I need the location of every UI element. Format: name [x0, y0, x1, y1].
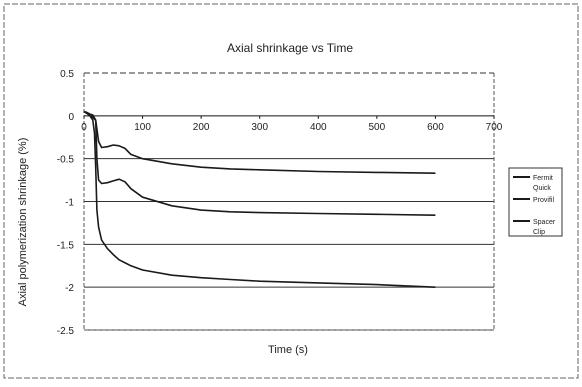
y-tick-label: -1.5 [57, 240, 75, 251]
series-lines [83, 110, 436, 288]
series-line-3 [83, 110, 436, 288]
series-line-2 [83, 110, 436, 216]
x-tick-label: 400 [310, 122, 327, 133]
legend-label: Provifil [533, 197, 554, 204]
y-tick-label: 0 [68, 112, 74, 123]
legend: Fermit Quick Provifil Spacer Clip [508, 167, 563, 237]
y-tick-label: -1 [65, 198, 74, 209]
y-tick-label: -2 [65, 283, 74, 294]
x-tick-label: 600 [427, 122, 444, 133]
y-tick-label: 0.5 [60, 69, 74, 80]
x-tick-label: 300 [251, 122, 268, 133]
x-tick-label: 0 [81, 122, 87, 133]
y-tick-labels: 0.5 0 -0.5 -1 -1.5 -2 -2.5 [57, 69, 75, 337]
grid-lines [84, 72, 494, 331]
x-tick-label: 700 [486, 122, 503, 133]
legend-label: Spacer Clip [533, 219, 556, 236]
series-line-1 [83, 110, 436, 174]
x-tick-label: 500 [369, 122, 386, 133]
legend-box [508, 167, 563, 237]
y-tick-label: -0.5 [57, 155, 75, 166]
outer-border [3, 3, 579, 379]
legend-label: Fermit Quick [533, 175, 553, 192]
x-tick-label: 200 [193, 122, 210, 133]
chart-title: Axial shrinkage vs Time [227, 41, 353, 55]
x-axis-label: Time (s) [268, 344, 308, 356]
y-tick-label: -2.5 [57, 326, 75, 337]
x-tick-labels: 0 100 200 300 400 500 600 700 [81, 115, 503, 133]
y-axis-label: Axial polymerization shrinkage (%) [17, 138, 29, 307]
x-tick-label: 100 [134, 122, 151, 133]
